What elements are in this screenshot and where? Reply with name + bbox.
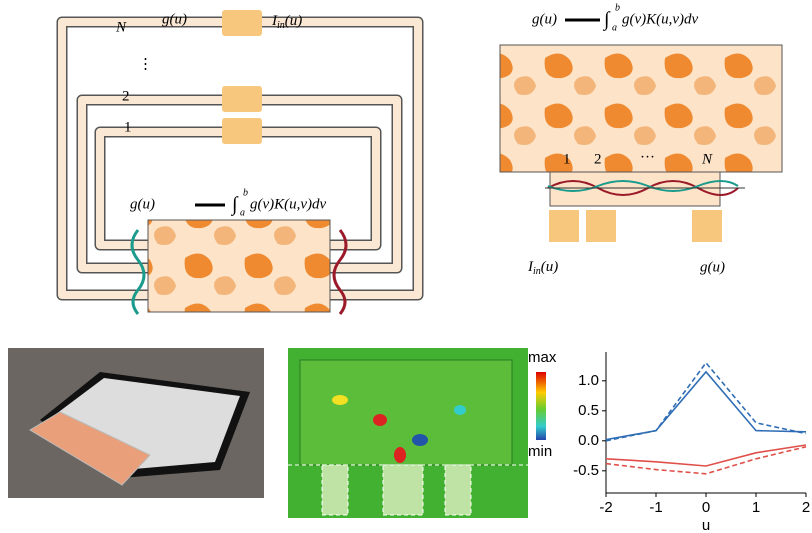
y-tick-label: 0.0 [578,432,599,449]
formula: ∫ [230,194,239,217]
label: 1 [563,151,571,167]
y-tick-label: 0.5 [578,402,599,419]
field-region [300,360,512,465]
figure: N ⋮ 2 1 g(u) Iin(u) g(u) ∫ a b g(v)K(u,v… [0,0,812,533]
label: 2 [122,88,130,104]
field-spot [373,414,387,426]
arg: (u) [285,13,303,29]
phase-shifter [222,86,262,112]
label: 1 [124,119,132,135]
colorbar [536,372,546,440]
label: Iin(u) [527,259,558,277]
line-chart: 1.0 0.5 0.0 -0.5 -2 -1 0 1 2 u [573,352,810,533]
scattering-region [148,220,330,312]
label: g(u) [162,11,187,27]
diagram-b: g(u) ∫ a b g(v)K(u,v)dv 1 2 ··· N Iin(u)… [500,2,782,277]
series-line [606,363,806,441]
formula: b [615,2,620,13]
phase-shifter [549,210,579,242]
series-line [606,445,806,466]
formula: g(v)K(u,v)dv [250,196,327,212]
subscript: in [277,20,285,31]
phase-shifter [586,210,616,242]
field-map: max min [288,348,557,518]
series-line [606,372,806,440]
label: g(u) [700,259,725,275]
formula: a [612,22,617,33]
label: ··· [640,149,655,165]
formula: a [240,207,245,218]
page: N ⋮ 2 1 g(u) Iin(u) g(u) ∫ a b g(v)K(u,v… [0,0,812,533]
formula: ∫ [602,9,611,32]
diagram-a: N ⋮ 2 1 g(u) Iin(u) g(u) ∫ a b g(v)K(u,v… [62,10,418,314]
ports [550,172,720,206]
x-tick-label: -1 [649,499,662,516]
y-tick-label: 1.0 [578,372,599,389]
field-spot [454,405,466,415]
formula: b [243,187,248,198]
label: ⋮ [138,56,153,72]
field-spot [412,434,428,446]
x-tick-label: 1 [752,499,760,516]
port [322,465,348,515]
formula: g(v)K(u,v)dv [622,11,699,27]
port [445,465,471,515]
label: Iin(u) [271,13,302,31]
phase-shifter [692,210,722,242]
phase-shifter [222,118,262,144]
colorbar-label: max [528,349,557,366]
colorbar-label: min [528,443,552,460]
subscript: in [533,266,541,277]
x-tick-label: 0 [702,499,710,516]
label: N [115,19,127,35]
photo [8,348,264,498]
x-axis-label: u [702,517,710,533]
phase-shifter [222,10,262,36]
formula: g(u) [130,196,155,212]
formula: g(u) [532,11,557,27]
x-tick-label: -2 [599,499,612,516]
port [383,465,423,515]
x-tick-label: 2 [802,499,810,516]
arg: (u) [541,259,559,275]
field-spot [394,447,406,463]
label: N [701,151,713,167]
field-spot [332,395,348,405]
label: 2 [594,151,602,167]
axes [606,352,806,493]
y-tick-label: -0.5 [573,462,599,479]
